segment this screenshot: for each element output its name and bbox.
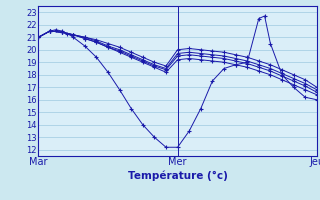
X-axis label: Température (°c): Température (°c) — [128, 170, 228, 181]
